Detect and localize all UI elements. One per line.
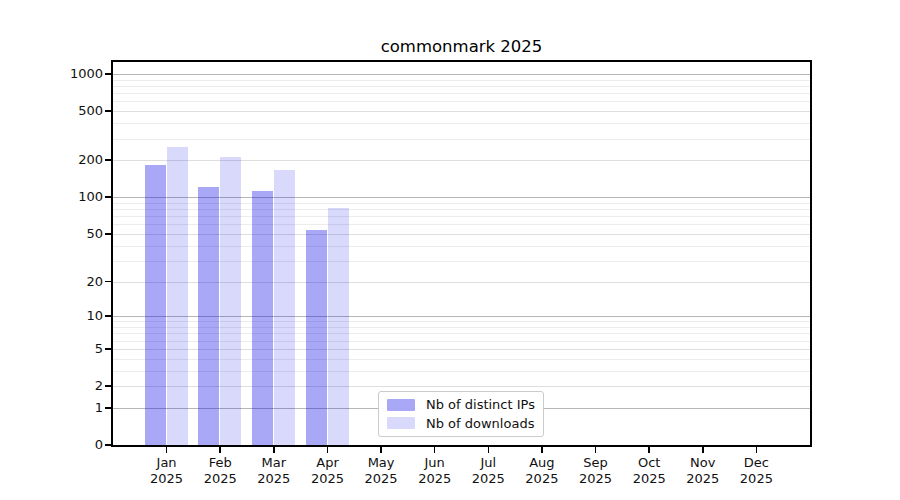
gridline-minor-300 — [113, 139, 810, 140]
y-tick-mark-100 — [105, 196, 111, 198]
x-tick-label-dec-2025: Dec2025 — [724, 455, 788, 487]
bar-distinct-ips-apr-2025 — [306, 230, 327, 445]
legend-item-distinct-ips: Nb of distinct IPs — [387, 397, 535, 412]
x-tick-mark-feb-2025 — [219, 447, 221, 453]
legend-item-downloads: Nb of downloads — [387, 416, 535, 431]
y-tick-mark-2 — [105, 385, 111, 387]
bar-distinct-ips-mar-2025 — [252, 191, 273, 445]
x-tick-mark-oct-2025 — [648, 447, 650, 453]
y-tick-mark-1 — [105, 407, 111, 409]
gridline-200 — [113, 160, 810, 161]
legend: Nb of distinct IPs Nb of downloads — [378, 391, 544, 437]
figure: commonmark 2025 01251020501002005001000 … — [0, 0, 900, 500]
y-tick-mark-50 — [105, 233, 111, 235]
y-tick-label-50: 50 — [23, 226, 103, 242]
x-tick-mark-aug-2025 — [541, 447, 543, 453]
bar-distinct-ips-feb-2025 — [198, 187, 219, 445]
x-tick-mark-jul-2025 — [488, 447, 490, 453]
bar-downloads-apr-2025 — [328, 208, 349, 445]
y-tick-label-0: 0 — [23, 437, 103, 453]
gridline-1000 — [113, 74, 810, 75]
y-tick-mark-1000 — [105, 73, 111, 75]
x-tick-mark-nov-2025 — [702, 447, 704, 453]
bar-downloads-jan-2025 — [167, 147, 188, 445]
y-tick-label-10: 10 — [23, 308, 103, 324]
gridline-minor-700 — [113, 93, 810, 94]
bar-downloads-mar-2025 — [274, 170, 295, 446]
y-tick-label-1000: 1000 — [23, 66, 103, 82]
y-tick-label-100: 100 — [23, 189, 103, 205]
x-tick-mark-dec-2025 — [756, 447, 758, 453]
y-tick-mark-5 — [105, 348, 111, 350]
legend-label-distinct-ips: Nb of distinct IPs — [426, 397, 535, 412]
x-tick-mark-sep-2025 — [595, 447, 597, 453]
y-tick-label-2: 2 — [23, 378, 103, 394]
y-tick-label-200: 200 — [23, 152, 103, 168]
x-tick-mark-may-2025 — [380, 447, 382, 453]
y-tick-label-1: 1 — [23, 400, 103, 416]
y-tick-label-500: 500 — [23, 103, 103, 119]
y-tick-label-5: 5 — [23, 341, 103, 357]
legend-label-downloads: Nb of downloads — [426, 416, 534, 431]
y-tick-mark-10 — [105, 315, 111, 317]
gridline-minor-400 — [113, 123, 810, 124]
x-tick-mark-mar-2025 — [273, 447, 275, 453]
x-tick-mark-jun-2025 — [434, 447, 436, 453]
x-tick-mark-jan-2025 — [166, 447, 168, 453]
bar-distinct-ips-jan-2025 — [145, 165, 166, 445]
y-tick-mark-500 — [105, 110, 111, 112]
legend-swatch-downloads — [387, 417, 415, 429]
legend-swatch-distinct-ips — [387, 399, 415, 411]
y-tick-mark-20 — [105, 281, 111, 283]
y-tick-mark-0 — [105, 444, 111, 446]
gridline-minor-600 — [113, 101, 810, 102]
gridline-500 — [113, 111, 810, 112]
x-tick-mark-apr-2025 — [327, 447, 329, 453]
gridline-minor-900 — [113, 80, 810, 81]
y-tick-mark-200 — [105, 159, 111, 161]
bar-downloads-feb-2025 — [220, 157, 241, 445]
gridline-minor-800 — [113, 86, 810, 87]
chart-title: commonmark 2025 — [113, 36, 810, 57]
y-tick-label-20: 20 — [23, 274, 103, 290]
plot-area — [111, 60, 812, 447]
